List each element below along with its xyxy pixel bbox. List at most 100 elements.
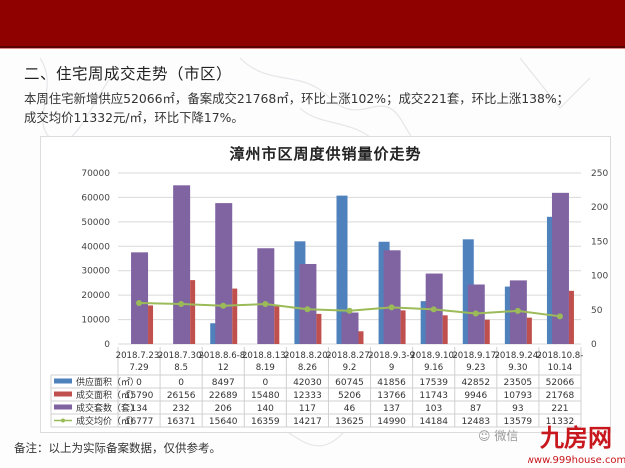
bar-deal-area	[316, 313, 322, 344]
table-cell: 52066	[546, 378, 575, 388]
table-cell: 11332	[546, 417, 575, 427]
category-label: 2018.7.30-	[158, 351, 205, 361]
category-label: 2018.8.13-	[242, 351, 289, 361]
left-axis-tick: 50000	[81, 218, 110, 228]
bar-deal-area	[484, 319, 490, 344]
bar-units	[257, 248, 275, 344]
price-marker	[220, 302, 227, 309]
left-axis-tick: 40000	[81, 242, 110, 252]
table-cell: 17539	[419, 378, 448, 388]
table-cell: 87	[470, 404, 481, 414]
table-cell: 15640	[209, 417, 238, 427]
category-label: 7.29	[129, 363, 148, 373]
table-cell: 26156	[167, 391, 196, 401]
summary-line-1: 本周住宅新增供应52066㎡，备案成交21768㎡，环比上涨102%；成交221…	[24, 91, 570, 106]
price-marker	[178, 301, 185, 308]
table-cell: 15480	[251, 391, 280, 401]
table-cell: 0	[262, 378, 268, 388]
left-axis-tick: 70000	[81, 169, 110, 179]
table-cell: 103	[425, 404, 442, 414]
price-marker	[556, 313, 563, 320]
wechat-icon: ☺	[478, 429, 491, 443]
table-cell: 8497	[212, 378, 235, 388]
table-cell: 12333	[293, 391, 322, 401]
table-cell: 16777	[125, 417, 154, 427]
category-label: 9.30	[508, 363, 527, 373]
legend-label: 供应面积（㎡）	[76, 376, 139, 388]
table-cell: 140	[257, 404, 274, 414]
table-cell: 13579	[504, 417, 533, 427]
bar-deal-area	[148, 305, 154, 344]
table-cell: 12483	[461, 417, 490, 427]
category-label: 9.23	[466, 363, 485, 373]
logo-url: www.999house.com	[528, 455, 625, 466]
price-marker	[346, 307, 353, 314]
category-label: 10.14	[548, 363, 573, 373]
table-cell: 41856	[377, 378, 406, 388]
table-cell: 16371	[167, 417, 196, 427]
price-marker	[136, 300, 143, 307]
category-label: 12	[218, 363, 229, 373]
table-cell: 14184	[419, 417, 448, 427]
category-label: 8.26	[298, 363, 317, 373]
legend-label: 成交均价（㎡）	[76, 415, 139, 427]
summary-line-2: 成交均价11332元/㎡，环比下降17%。	[24, 110, 244, 125]
bar-units	[341, 312, 359, 344]
table-cell: 137	[383, 404, 400, 414]
legend-label: 成交面积（㎡）	[76, 389, 139, 401]
header-banner	[0, 0, 625, 48]
legend-label: 成交套数（套）	[76, 402, 139, 414]
category-label: 2018.9.17-	[452, 351, 499, 361]
wechat-watermark: ☺ 微信	[478, 427, 518, 444]
bar-deal-area	[358, 331, 364, 344]
chart-plot: 0100002000030000400005000060000700000501…	[50, 169, 608, 428]
table-cell: 11743	[419, 391, 448, 401]
bar-deal-area	[274, 306, 280, 344]
bar-deal-area	[190, 280, 196, 344]
right-axis-tick: 200	[591, 203, 608, 213]
section-title: 二、住宅周成交走势（市区）	[24, 65, 233, 83]
legend-key	[54, 378, 72, 384]
table-cell: 16359	[251, 417, 280, 427]
table-cell: 9946	[464, 391, 487, 401]
bar-units	[383, 250, 401, 344]
bar-deal-area	[232, 288, 238, 344]
legend-key	[54, 391, 72, 397]
site-logo: 九房网 www.999house.com	[528, 424, 625, 466]
left-axis-tick: 60000	[81, 193, 110, 203]
right-axis-tick: 250	[591, 169, 608, 179]
table-cell: 22689	[209, 391, 238, 401]
bar-deal-area	[526, 317, 532, 344]
category-label: 2018.9.10-	[410, 351, 457, 361]
right-axis-tick: 150	[591, 237, 608, 247]
bar-deal-area	[400, 310, 406, 344]
left-axis-tick: 20000	[81, 291, 110, 301]
table-cell: 0	[136, 378, 142, 388]
price-marker	[262, 301, 269, 308]
category-label: 2018.8.6-8.	[198, 351, 248, 361]
table-cell: 60745	[335, 378, 364, 388]
table-cell: 13625	[335, 417, 364, 427]
chart-container: 漳州市区周度供销量价走势 0 10000 20000 30000 40000 50000 6…	[40, 136, 611, 433]
table-cell: 117	[299, 404, 316, 414]
bar-supply	[336, 195, 348, 344]
table-cell: 206	[215, 404, 232, 414]
bar-units	[551, 192, 569, 344]
table-cell: 5206	[338, 391, 361, 401]
table-cell: 10793	[504, 391, 533, 401]
price-marker	[304, 306, 311, 313]
table-cell: 46	[344, 404, 356, 414]
category-label: 8.19	[256, 363, 275, 373]
table-cell: 14217	[293, 417, 322, 427]
price-marker	[430, 306, 437, 313]
table-cell: 21768	[546, 391, 575, 401]
category-label: 2018.10.8-	[537, 351, 584, 361]
footnote: 备注：以上为实际备案数据，仅供参考。	[14, 441, 221, 455]
bar-units	[131, 252, 149, 344]
right-axis-tick: 100	[591, 272, 608, 282]
right-axis-tick: 0	[591, 340, 597, 350]
table-cell: 13766	[377, 391, 406, 401]
table-cell: 0	[178, 378, 184, 388]
bar-units	[173, 185, 191, 344]
left-axis-tick: 0	[104, 340, 110, 350]
